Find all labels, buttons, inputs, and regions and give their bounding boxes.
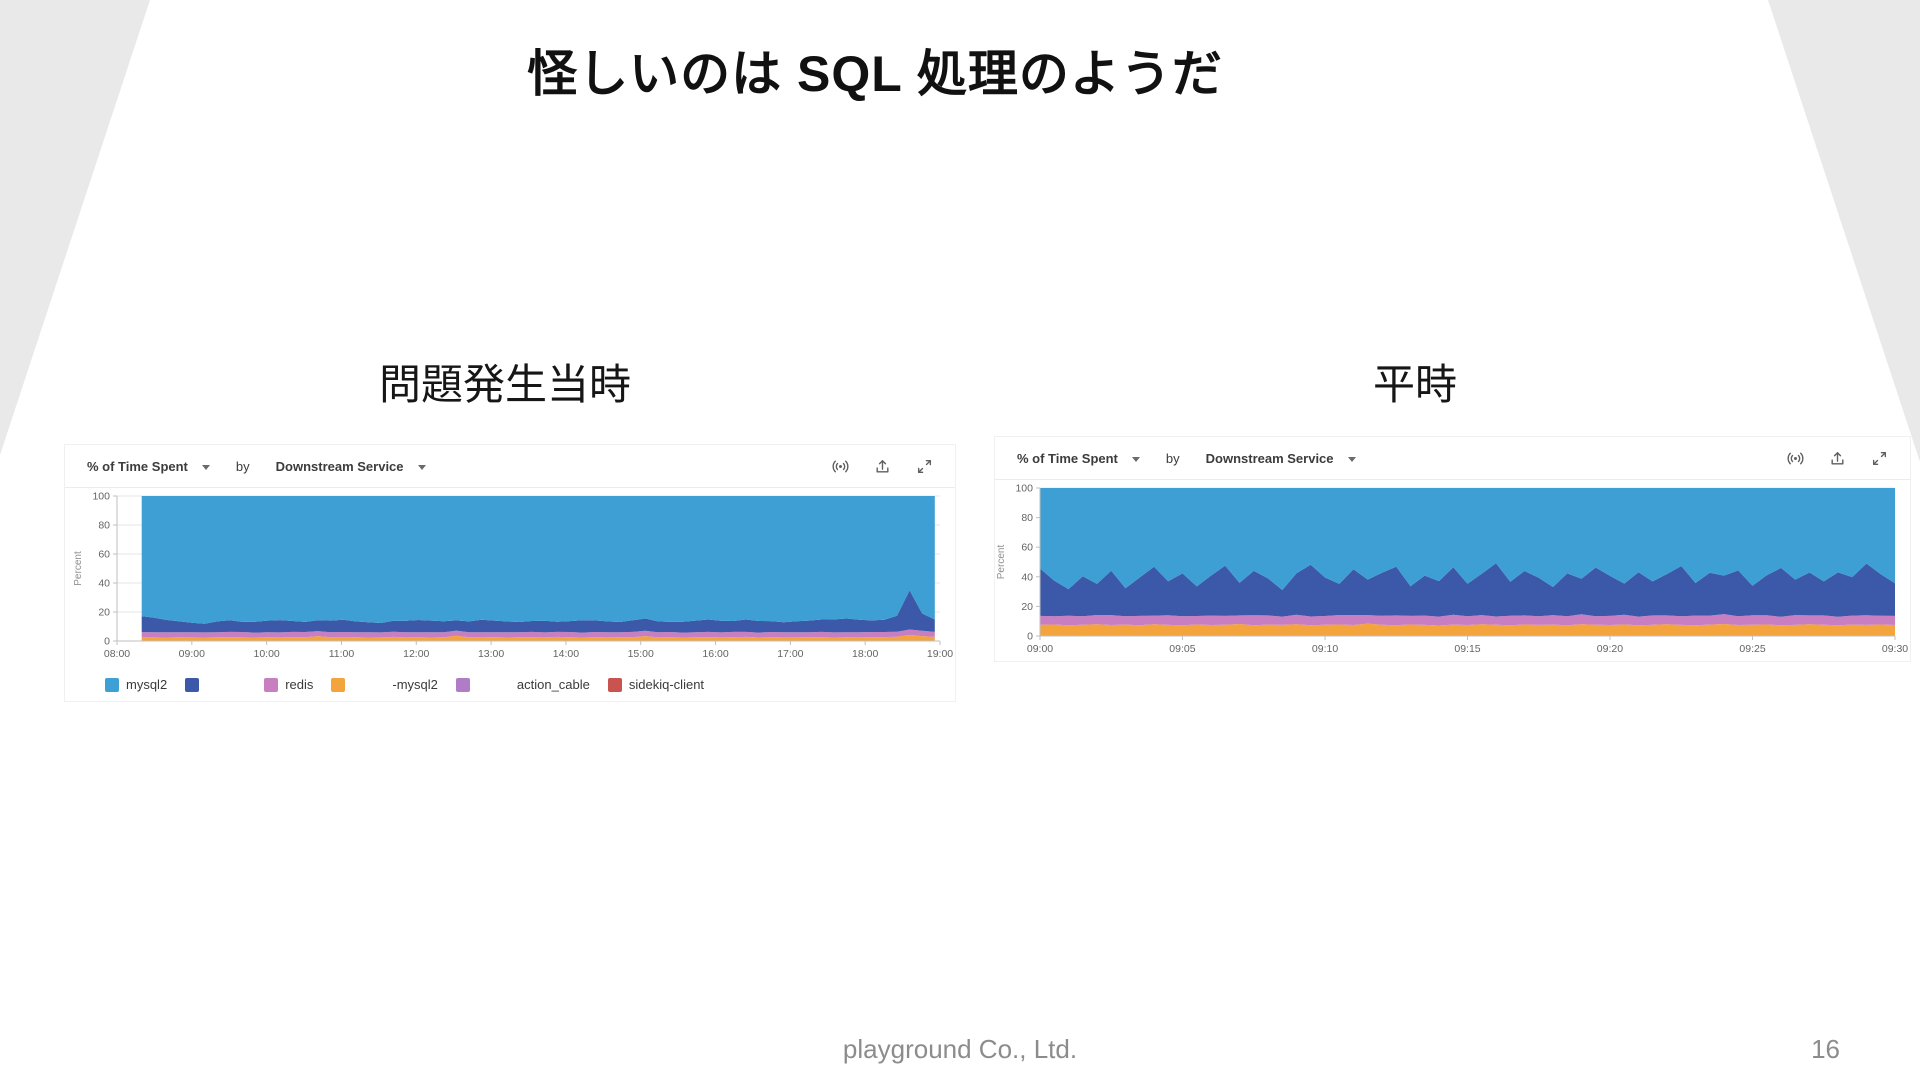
live-data-icon[interactable] [1787, 450, 1804, 467]
group-label: Downstream Service [275, 458, 404, 474]
y-axis-tick-label: 100 [1015, 483, 1033, 495]
x-axis-tick-label: 09:00 [1027, 643, 1053, 655]
legend-item[interactable] [185, 677, 246, 692]
metric-label: % of Time Spent [1017, 450, 1118, 466]
metric-selector[interactable]: % of Time Spent [87, 459, 210, 474]
chart-toolbar [832, 458, 933, 475]
fullscreen-icon[interactable] [916, 458, 933, 475]
y-axis-tick-label: 100 [92, 491, 110, 503]
x-axis-tick-label: 09:25 [1739, 643, 1765, 655]
chevron-down-icon [417, 464, 426, 470]
y-axis-tick-label: 80 [1021, 512, 1033, 524]
fullscreen-icon[interactable] [1871, 450, 1888, 467]
x-axis-tick-label: 09:15 [1454, 643, 1480, 655]
legend-item[interactable]: sidekiq-client [607, 677, 705, 692]
legend-swatch [105, 677, 119, 692]
y-axis-tick-label: 0 [1027, 631, 1033, 643]
stacked-area-chart-incident[interactable]: 0 20 40 60 80 100 08:00 09:00 10:00 11:00 12:00 13:… [65, 488, 955, 669]
live-data-icon[interactable] [832, 458, 849, 475]
legend-item[interactable]: -mysql2 [331, 677, 438, 692]
group-label: Downstream Service [1205, 450, 1334, 466]
legend-swatch [185, 677, 200, 692]
x-axis-tick-label: 09:30 [1882, 643, 1908, 655]
x-axis-tick-label: 12:00 [403, 648, 429, 660]
by-label: by [235, 458, 250, 474]
chart-panel-incident: % of Time Spent by Downstream Service [64, 444, 956, 702]
legend-label: sidekiq-client [628, 677, 705, 692]
y-axis-tick-label: 60 [98, 549, 110, 561]
metric-selector[interactable]: % of Time Spent [1017, 451, 1140, 466]
by-label: by [1165, 450, 1180, 466]
chevron-down-icon [1347, 456, 1356, 462]
legend-label: mysql2 [126, 677, 168, 692]
x-axis-tick-label: 13:00 [478, 648, 504, 660]
page-number: 16 [1811, 1034, 1840, 1064]
x-axis-tick-label: 14:00 [553, 648, 579, 660]
legend-item[interactable]: action_cable [455, 677, 590, 692]
slide-title: 怪しいのは SQL 処理のようだ [527, 46, 1223, 102]
chart-legend: mysql2 redis -mysql2 action_cable sidekiq-cl… [65, 677, 955, 692]
y-axis-tick-label: 60 [1021, 542, 1033, 554]
x-axis-tick-label: 15:00 [628, 648, 654, 660]
y-axis-title: Percent [73, 551, 84, 586]
y-axis-tick-label: 40 [98, 578, 110, 590]
section-label-incident: 問題発生当時 [378, 361, 632, 408]
legend-swatch [331, 677, 346, 692]
corner-wedge-right [1768, 0, 1920, 462]
x-axis-tick-label: 10:00 [253, 648, 279, 660]
x-axis-tick-label: 16:00 [702, 648, 728, 660]
chart-header: % of Time Spent by Downstream Service [995, 437, 1910, 480]
legend-swatch [607, 677, 622, 692]
section-label-normal: 平時 [1372, 361, 1458, 408]
legend-item[interactable]: mysql2 [105, 677, 167, 692]
legend-label: action_cable [516, 677, 590, 692]
chevron-down-icon [1131, 456, 1140, 462]
x-axis-tick-label: 11:00 [329, 648, 355, 660]
x-axis-tick-label: 17:00 [777, 648, 803, 660]
legend-swatch [455, 677, 470, 692]
y-axis-tick-label: 0 [104, 636, 110, 648]
legend-item[interactable]: redis [264, 677, 313, 692]
x-axis-tick-label: 09:10 [1312, 643, 1338, 655]
chart-header: % of Time Spent by Downstream Service [65, 445, 955, 488]
export-icon[interactable] [1829, 450, 1846, 467]
metric-label: % of Time Spent [87, 458, 188, 474]
x-axis-tick-label: 09:20 [1597, 643, 1623, 655]
legend-redacted-space [477, 684, 517, 685]
x-axis-tick-label: 08:00 [104, 648, 130, 660]
y-axis-title: Percent [996, 545, 1007, 580]
x-axis-tick-label: 09:05 [1169, 643, 1195, 655]
legend-swatch [264, 677, 279, 692]
legend-redacted-space [352, 684, 392, 685]
footer-company: playground Co., Ltd. [842, 1034, 1078, 1064]
export-icon[interactable] [874, 458, 891, 475]
group-selector[interactable]: Downstream Service [1206, 451, 1356, 466]
y-axis-tick-label: 20 [98, 607, 110, 619]
legend-label: -mysql2 [392, 677, 438, 692]
group-selector[interactable]: Downstream Service [276, 459, 426, 474]
chart-toolbar [1787, 450, 1888, 467]
x-axis-tick-label: 18:00 [852, 648, 878, 660]
legend-label: redis [285, 677, 314, 692]
y-axis-tick-label: 80 [98, 520, 110, 532]
chevron-down-icon [201, 464, 210, 470]
chart-panel-normal: % of Time Spent by Downstream Service [994, 436, 1911, 662]
legend-redacted-space [206, 684, 246, 685]
y-axis-tick-label: 20 [1021, 601, 1033, 613]
x-axis-tick-label: 19:00 [927, 648, 953, 660]
stacked-area-chart-normal[interactable]: 0 20 40 60 80 100 09:00 09:05 09:10 09:15 09:20 09:… [995, 480, 1910, 662]
y-axis-tick-label: 40 [1021, 571, 1033, 583]
x-axis-tick-label: 09:00 [179, 648, 205, 660]
